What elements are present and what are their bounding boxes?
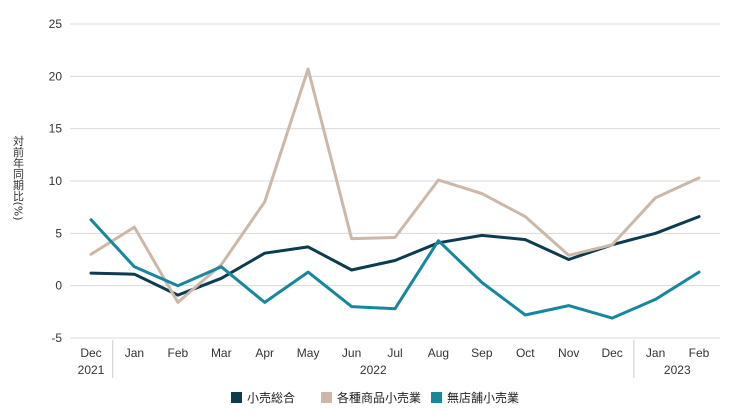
x-tick-label: Feb [168,346,189,360]
x-tick-label: Dec [601,346,622,360]
year-label: 2023 [664,363,691,377]
x-tick-label: Nov [558,346,579,360]
legend-swatch [231,392,242,403]
x-tick-label: Jan [125,346,144,360]
x-tick-label: Aug [428,346,449,360]
y-tick-label: 15 [49,122,63,136]
y-tick-label: 10 [49,174,63,188]
year-labels: 2021 2022 2023 [78,340,691,378]
y-axis-label: 対前年同期比(%) [12,134,25,220]
x-tick-label: Apr [255,346,274,360]
x-tick-label: May [297,346,320,360]
legend-label: 各種商品小売業 [337,390,421,405]
y-tick-label: -5 [51,331,62,345]
x-axis-ticks: Dec Jan Feb Mar Apr May Jun Jul Aug Sep Oct Nov Dec J… [80,346,709,360]
legend: 小売総合 各種商品小売業 無店舗小売業 [231,390,519,405]
x-tick-label: Jul [387,346,402,360]
series-line-3 [89,218,701,320]
x-tick-label: Mar [211,346,232,360]
y-axis-ticks: -5 0 5 10 15 20 25 [49,17,63,345]
legend-swatch [321,392,332,403]
x-tick-label: Jan [646,346,665,360]
y-tick-label: 5 [55,226,62,240]
series-lines [89,67,701,320]
year-label: 2021 [78,363,105,377]
series-line-2 [89,67,701,304]
year-label: 2022 [360,363,387,377]
y-tick-label: 25 [49,17,63,31]
x-tick-label: Feb [689,346,710,360]
y-tick-label: 0 [55,279,62,293]
x-tick-label: Oct [516,346,535,360]
x-tick-label: Sep [471,346,493,360]
legend-swatch [431,392,442,403]
x-tick-label: Jun [342,346,361,360]
legend-label: 無店舗小売業 [447,390,519,405]
legend-label: 小売総合 [247,390,295,405]
x-tick-label: Dec [80,346,101,360]
y-tick-label: 20 [49,69,63,83]
